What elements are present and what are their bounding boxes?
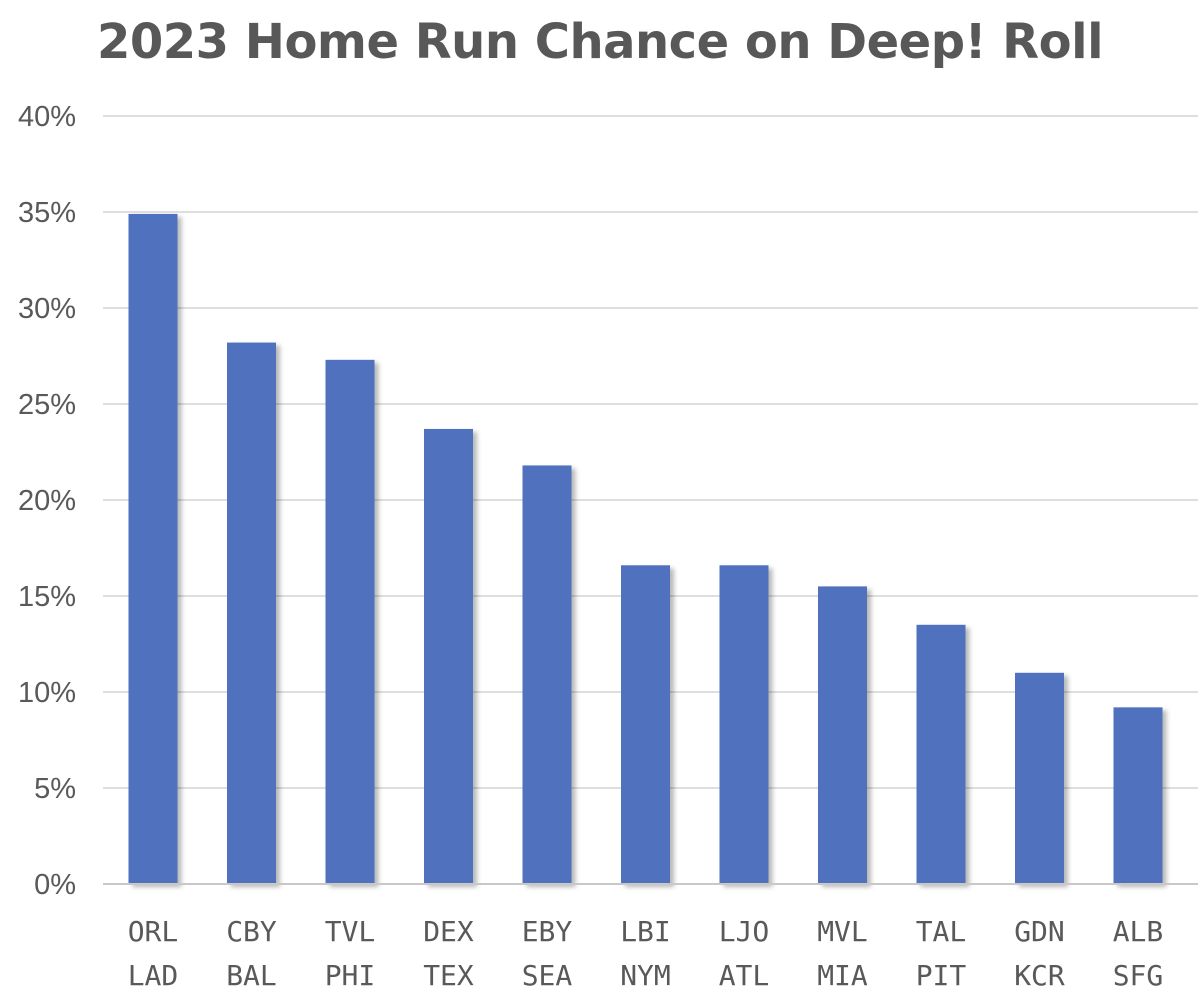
bar (128, 213, 178, 885)
y-tick-label: 15% (18, 581, 76, 613)
x-tick-label: KCR (1014, 959, 1065, 992)
bar (719, 565, 769, 884)
x-tick-label: CBY (226, 915, 277, 948)
x-tick-label: MIA (817, 959, 868, 992)
y-axis-tick-labels: 0% 5% 10% 15% 20% 25% 30% 35% 40% (18, 101, 76, 901)
x-tick-label: SEA (522, 959, 573, 992)
x-tick-label: BAL (226, 959, 277, 992)
x-tick-label: LAD (128, 959, 179, 992)
bar (325, 359, 375, 885)
bar (1113, 707, 1163, 884)
bar (1015, 672, 1064, 884)
x-tick-label: SFG (1113, 959, 1164, 992)
y-tick-label: 30% (18, 293, 76, 325)
bar (522, 465, 572, 884)
chart-title: 2023 Home Run Chance on Deep! Roll (96, 14, 1104, 70)
x-tick-label: ORL (128, 915, 179, 948)
x-tick-label: PIT (916, 959, 967, 992)
x-tick-label: DEX (423, 915, 474, 948)
x-tick-label: TEX (423, 959, 474, 992)
x-tick-label: NYM (620, 959, 671, 992)
x-tick-label: MVL (817, 915, 868, 948)
bar (818, 586, 867, 884)
y-tick-label: 10% (18, 677, 76, 709)
x-tick-label: LJO (719, 915, 770, 948)
y-tick-label: 35% (18, 197, 76, 229)
y-tick-label: 0% (34, 869, 76, 901)
y-tick-label: 5% (34, 773, 76, 805)
bar (424, 428, 473, 884)
x-tick-label: PHI (325, 959, 376, 992)
bar (227, 342, 276, 884)
y-tick-label: 25% (18, 389, 76, 421)
y-tick-label: 40% (18, 101, 76, 133)
bars (128, 213, 1163, 885)
x-tick-label: TVL (325, 915, 376, 948)
x-tick-label: EBY (522, 915, 573, 948)
y-tick-label: 20% (18, 485, 76, 517)
x-tick-label: TAL (916, 915, 967, 948)
x-tick-label: LBI (620, 915, 671, 948)
x-axis-tick-labels: ORL LAD CBY BAL TVL PHI DEX TEX EBY SEA LBI NYM LJO A… (128, 915, 1164, 992)
x-tick-label: ATL (719, 959, 770, 992)
bar (916, 624, 966, 884)
x-tick-label: GDN (1014, 915, 1065, 948)
bar (621, 565, 670, 884)
x-tick-label: ALB (1113, 915, 1164, 948)
